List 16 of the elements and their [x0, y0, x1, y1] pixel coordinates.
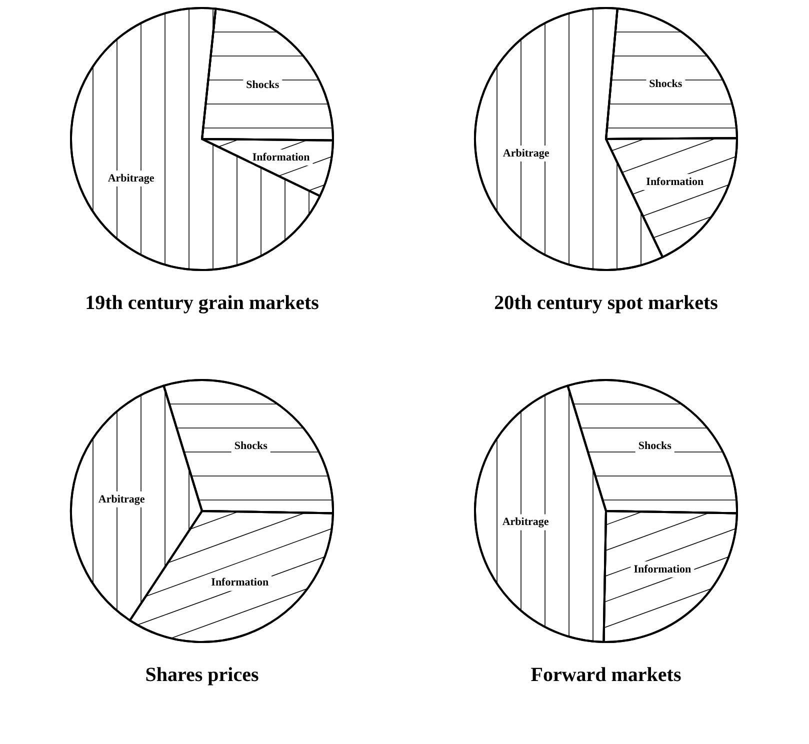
slice-label: Information — [252, 151, 310, 164]
slice-label: Shocks — [649, 78, 683, 90]
slice-label: Arbitrage — [98, 493, 145, 506]
slice-label: Information — [634, 563, 692, 576]
slice-label: Information — [211, 576, 269, 589]
slice-label: Arbitrage — [502, 516, 549, 528]
text: Forward markets — [530, 664, 682, 686]
slice-label: Shocks — [234, 440, 268, 452]
slice-label: Arbitrage — [502, 147, 550, 160]
slice-label: Arbitrage — [108, 172, 154, 184]
text: Shares prices — [145, 664, 259, 686]
text: 20th century spot markets — [494, 292, 718, 314]
text: 19th century grain markets — [85, 292, 320, 314]
slice-label: Shocks — [638, 440, 672, 452]
slice-label: Information — [646, 176, 704, 188]
slice-label: Shocks — [246, 78, 280, 91]
